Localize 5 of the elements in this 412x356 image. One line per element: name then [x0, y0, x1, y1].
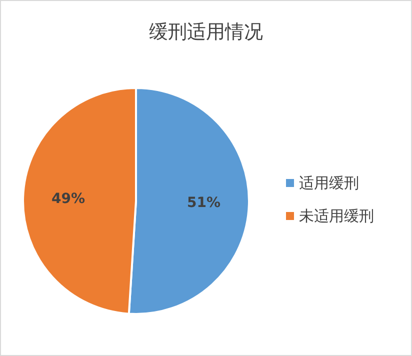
- chart-title: 缓刑适用情况: [149, 21, 263, 43]
- data-label: 49%: [51, 190, 85, 207]
- legend-label: 适用缓刑: [299, 174, 359, 192]
- data-label: 51%: [187, 195, 221, 212]
- legend-label: 未适用缓刑: [299, 207, 374, 225]
